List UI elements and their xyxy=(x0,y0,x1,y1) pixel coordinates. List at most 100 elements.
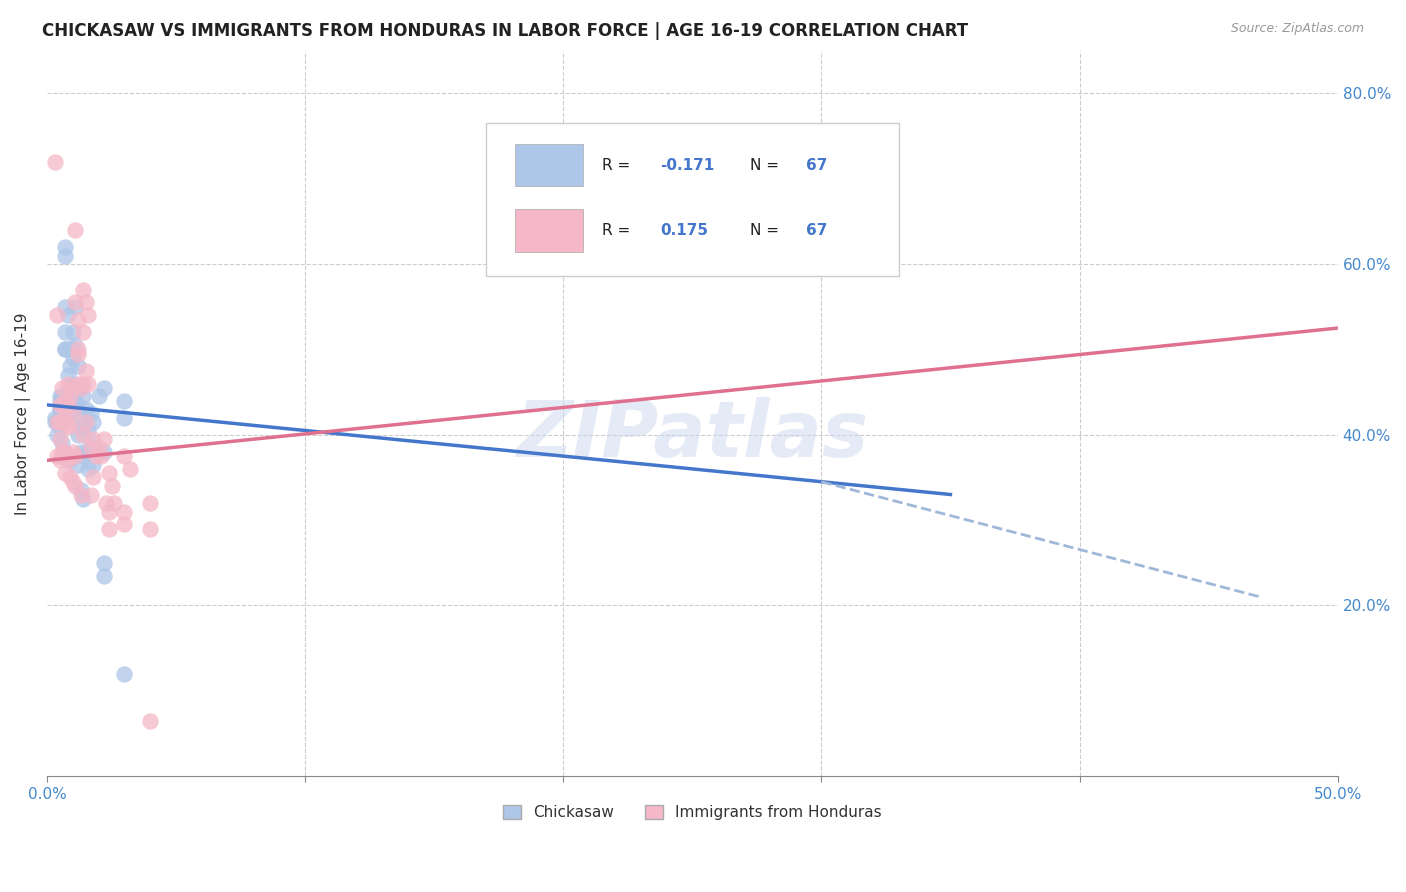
Point xyxy=(56,368,79,382)
Point xyxy=(69,381,91,395)
Point xyxy=(112,449,135,463)
Point xyxy=(53,326,76,340)
Point xyxy=(72,491,94,506)
Point xyxy=(112,517,135,532)
Point xyxy=(84,449,107,463)
Point xyxy=(66,343,89,357)
Point xyxy=(69,483,91,498)
Point xyxy=(53,300,76,314)
Text: ZIPatlas: ZIPatlas xyxy=(516,397,869,473)
FancyBboxPatch shape xyxy=(486,123,898,276)
Text: CHICKASAW VS IMMIGRANTS FROM HONDURAS IN LABOR FORCE | AGE 16-19 CORRELATION CHA: CHICKASAW VS IMMIGRANTS FROM HONDURAS IN… xyxy=(42,22,969,40)
Point xyxy=(51,410,73,425)
Point xyxy=(72,427,94,442)
Point xyxy=(75,402,97,417)
Point xyxy=(59,359,82,374)
Point xyxy=(80,406,103,420)
Point xyxy=(90,449,112,463)
Text: 67: 67 xyxy=(806,158,827,173)
Point xyxy=(65,300,87,314)
Point xyxy=(139,714,162,728)
Point xyxy=(59,453,82,467)
Point xyxy=(62,402,84,417)
Point xyxy=(72,376,94,391)
Point xyxy=(75,445,97,459)
Point xyxy=(77,376,100,391)
Text: N =: N = xyxy=(751,223,785,238)
Point xyxy=(51,445,73,459)
Point xyxy=(46,415,69,429)
Point xyxy=(65,393,87,408)
Point xyxy=(51,389,73,403)
Point xyxy=(53,248,76,262)
Point xyxy=(69,487,91,501)
Point xyxy=(82,432,104,446)
Point xyxy=(65,338,87,352)
Legend: Chickasaw, Immigrants from Honduras: Chickasaw, Immigrants from Honduras xyxy=(496,799,889,827)
Point xyxy=(93,381,115,395)
Point xyxy=(75,295,97,310)
Point xyxy=(75,415,97,429)
Point xyxy=(56,308,79,322)
Point xyxy=(87,389,110,403)
Point xyxy=(65,295,87,310)
Point xyxy=(49,432,72,446)
Point xyxy=(72,449,94,463)
Point xyxy=(51,398,73,412)
Text: 0.175: 0.175 xyxy=(659,223,709,238)
Point xyxy=(77,462,100,476)
Point xyxy=(87,441,110,455)
Point xyxy=(65,223,87,237)
Point xyxy=(59,449,82,463)
Text: R =: R = xyxy=(602,158,636,173)
Point xyxy=(53,466,76,480)
Point xyxy=(53,410,76,425)
Point xyxy=(72,283,94,297)
Text: R =: R = xyxy=(602,223,636,238)
Point xyxy=(77,308,100,322)
Point xyxy=(56,343,79,357)
Point xyxy=(82,458,104,472)
Point xyxy=(87,445,110,459)
Point xyxy=(59,389,82,403)
Y-axis label: In Labor Force | Age 16-19: In Labor Force | Age 16-19 xyxy=(15,312,31,515)
Point xyxy=(59,381,82,395)
Point xyxy=(53,343,76,357)
Point xyxy=(51,436,73,450)
Text: Source: ZipAtlas.com: Source: ZipAtlas.com xyxy=(1230,22,1364,36)
Point xyxy=(62,376,84,391)
Point xyxy=(65,385,87,400)
Point xyxy=(51,415,73,429)
Point xyxy=(66,359,89,374)
Point xyxy=(139,496,162,510)
Point xyxy=(118,462,141,476)
Point xyxy=(112,410,135,425)
Point xyxy=(69,445,91,459)
Point xyxy=(56,419,79,434)
Point xyxy=(72,389,94,403)
Point xyxy=(49,453,72,467)
Point xyxy=(93,556,115,570)
Point xyxy=(97,505,120,519)
Point xyxy=(56,393,79,408)
Point xyxy=(49,402,72,417)
Text: N =: N = xyxy=(751,158,785,173)
Point xyxy=(49,402,72,417)
Point xyxy=(66,427,89,442)
FancyBboxPatch shape xyxy=(516,209,582,252)
Point xyxy=(62,445,84,459)
Point xyxy=(80,436,103,450)
Point xyxy=(53,240,76,254)
Point xyxy=(69,410,91,425)
Point xyxy=(72,419,94,434)
Point xyxy=(96,496,118,510)
Point xyxy=(66,398,89,412)
Point xyxy=(56,398,79,412)
Point xyxy=(112,666,135,681)
Point xyxy=(62,475,84,489)
Point xyxy=(80,441,103,455)
Point xyxy=(62,381,84,395)
Point xyxy=(46,415,69,429)
Point xyxy=(75,364,97,378)
Point xyxy=(59,470,82,484)
